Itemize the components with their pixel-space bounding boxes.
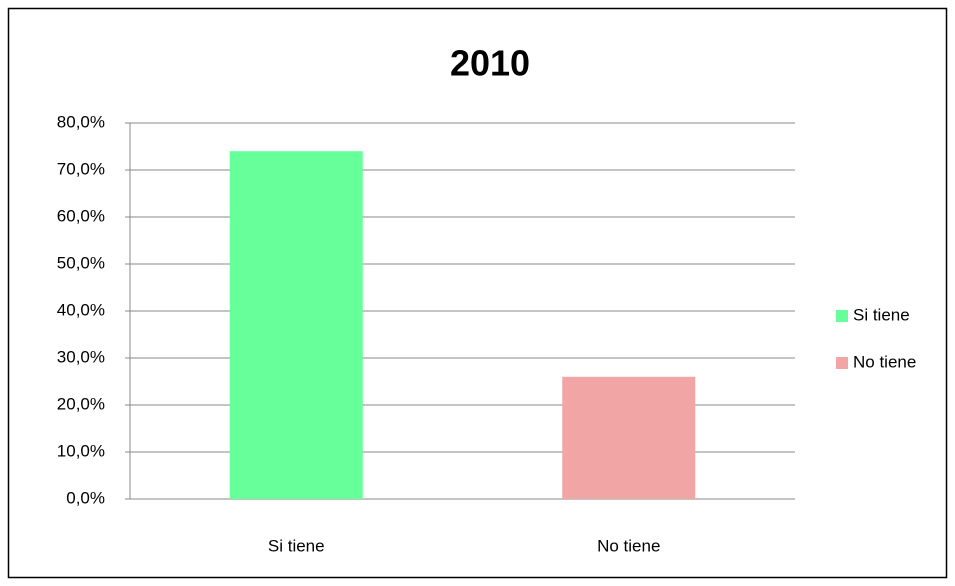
y-tick-label: 40,0% bbox=[57, 300, 105, 319]
y-tick-label: 20,0% bbox=[57, 394, 105, 413]
x-tick-label: No tiene bbox=[597, 536, 660, 555]
legend-swatch bbox=[836, 357, 848, 369]
bar bbox=[562, 376, 696, 499]
y-tick-label: 80,0% bbox=[57, 112, 105, 131]
y-tick-label: 10,0% bbox=[57, 441, 105, 460]
y-tick-label: 0,0% bbox=[66, 488, 105, 507]
y-tick-label: 60,0% bbox=[57, 206, 105, 225]
legend-label: Si tiene bbox=[853, 305, 910, 324]
x-tick-label: Si tiene bbox=[268, 536, 325, 555]
chart-title: 2010 bbox=[450, 43, 530, 84]
legend-label: No tiene bbox=[853, 352, 916, 371]
legend-swatch bbox=[836, 310, 848, 322]
y-tick-label: 50,0% bbox=[57, 253, 105, 272]
bar bbox=[229, 151, 363, 499]
y-tick-label: 30,0% bbox=[57, 347, 105, 366]
y-tick-label: 70,0% bbox=[57, 159, 105, 178]
chart-border bbox=[7, 7, 948, 579]
